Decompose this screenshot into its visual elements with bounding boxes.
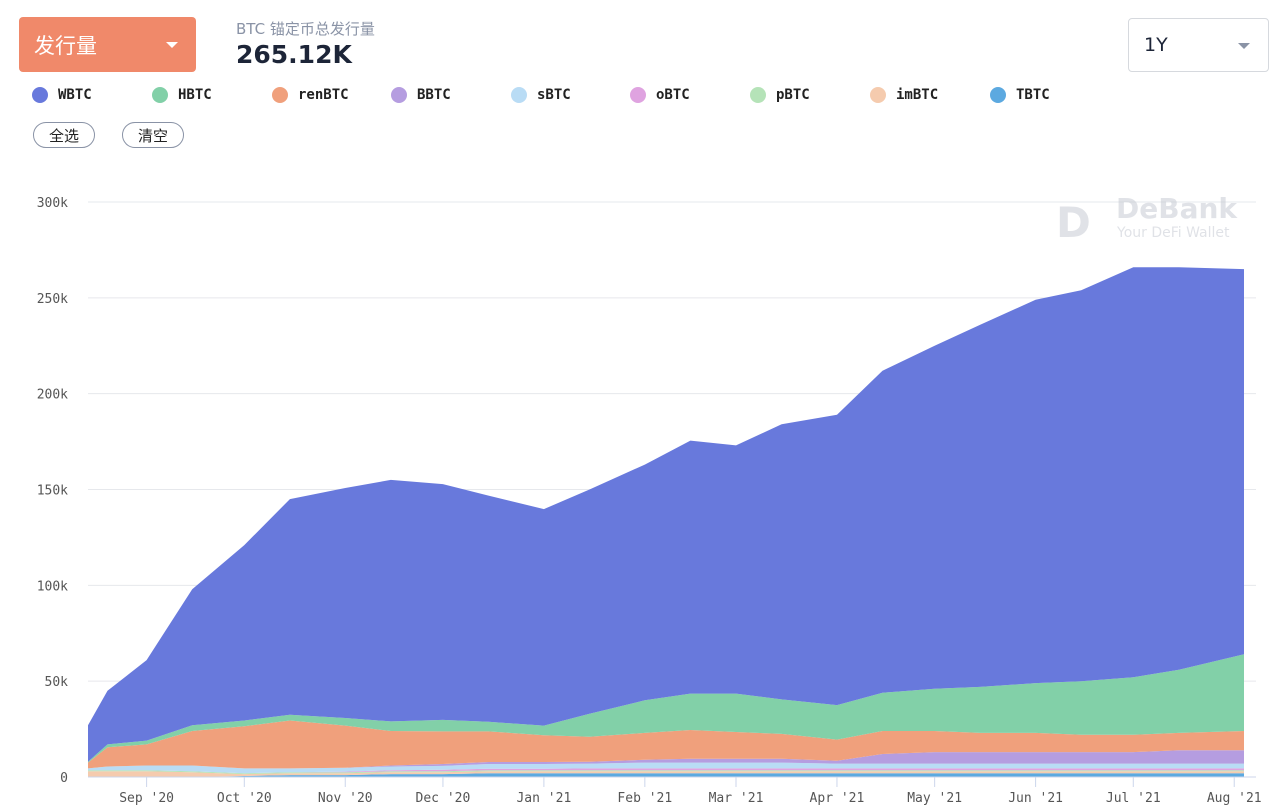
- legend-dot-icon: [630, 87, 646, 103]
- summary-value: 265.12K: [236, 40, 352, 69]
- legend-dot-icon: [990, 87, 1006, 103]
- x-tick-label: Apr '21: [810, 791, 865, 806]
- y-tick-label: 0: [60, 771, 68, 786]
- y-tick-label: 50k: [45, 675, 69, 690]
- area-renbtc: [88, 720, 1244, 769]
- legend-label: renBTC: [298, 87, 349, 103]
- period-select-label: 1Y: [1144, 34, 1168, 56]
- legend-item-tbtc[interactable]: TBTC: [990, 87, 1050, 103]
- legend-dot-icon: [152, 87, 168, 103]
- watermark-brand: DeBank: [1116, 192, 1238, 225]
- legend-dot-icon: [391, 87, 407, 103]
- area-bbtc: [88, 750, 1244, 769]
- legend-item-wbtc[interactable]: WBTC: [32, 87, 92, 103]
- legend-dot-icon: [511, 87, 527, 103]
- legend-item-pbtc[interactable]: pBTC: [750, 87, 810, 103]
- x-tick-label: Dec '20: [416, 791, 471, 806]
- area-imbtc: [88, 771, 1244, 777]
- x-tick-label: Sep '20: [119, 791, 174, 806]
- summary-subtitle: BTC 锚定币总发行量: [236, 20, 375, 38]
- area-tbtc: [88, 773, 1244, 777]
- x-tick-label: Jun '21: [1008, 791, 1063, 806]
- area-sbtc: [88, 762, 1244, 774]
- y-tick-label: 150k: [37, 484, 68, 499]
- legend-label: sBTC: [537, 87, 571, 103]
- legend-dot-icon: [870, 87, 886, 103]
- legend-label: TBTC: [1016, 87, 1050, 103]
- legend-label: BBTC: [417, 87, 451, 103]
- x-tick-label: Nov '20: [318, 791, 373, 806]
- y-tick-label: 250k: [37, 292, 68, 307]
- area-obtc: [88, 768, 1244, 774]
- metric-select[interactable]: 发行量: [19, 17, 196, 72]
- x-tick-label: May '21: [907, 791, 962, 806]
- clear-button[interactable]: 清空: [122, 122, 184, 148]
- x-tick-label: Jul '21: [1106, 791, 1161, 806]
- x-tick-label: Mar '21: [709, 791, 764, 806]
- y-tick-label: 200k: [37, 388, 68, 403]
- x-tick-label: Oct '20: [217, 791, 272, 806]
- legend-item-bbtc[interactable]: BBTC: [391, 87, 451, 103]
- area-hbtc: [88, 654, 1244, 763]
- area-pbtc: [88, 770, 1244, 775]
- legend-label: oBTC: [656, 87, 690, 103]
- y-tick-label: 100k: [37, 579, 68, 594]
- legend-item-sbtc[interactable]: sBTC: [511, 87, 571, 103]
- caret-down-icon: [166, 42, 178, 48]
- watermark-tagline: Your DeFi Wallet: [1116, 225, 1230, 241]
- legend-dot-icon: [272, 87, 288, 103]
- x-tick-label: Jan '21: [516, 791, 571, 806]
- legend-label: HBTC: [178, 87, 212, 103]
- select-all-button[interactable]: 全选: [33, 122, 95, 148]
- legend-dot-icon: [750, 87, 766, 103]
- legend-label: WBTC: [58, 87, 92, 103]
- legend-item-obtc[interactable]: oBTC: [630, 87, 690, 103]
- caret-down-icon: [1238, 43, 1250, 49]
- legend-item-hbtc[interactable]: HBTC: [152, 87, 212, 103]
- legend-dot-icon: [32, 87, 48, 103]
- watermark: D DeBank Your DeFi Wallet: [1056, 192, 1238, 247]
- x-tick-label: Feb '21: [617, 791, 672, 806]
- area-wbtc: [88, 267, 1244, 762]
- x-tick-label: Aug '21: [1207, 791, 1262, 806]
- period-select[interactable]: 1Y: [1128, 18, 1269, 72]
- y-tick-label: 300k: [37, 196, 68, 211]
- legend-item-imbtc[interactable]: imBTC: [870, 87, 938, 103]
- metric-select-label: 发行量: [34, 33, 97, 58]
- legend-label: pBTC: [776, 87, 810, 103]
- watermark-logo-icon: D: [1056, 198, 1091, 247]
- legend-label: imBTC: [896, 87, 939, 103]
- legend-item-renbtc[interactable]: renBTC: [272, 87, 349, 103]
